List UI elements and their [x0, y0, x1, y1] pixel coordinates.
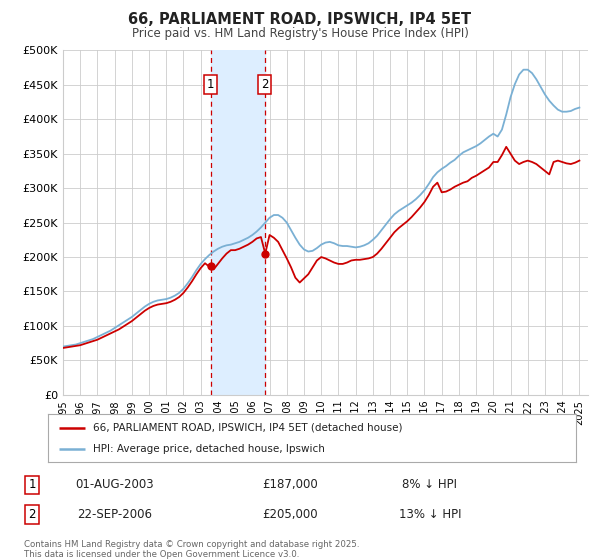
Text: Price paid vs. HM Land Registry's House Price Index (HPI): Price paid vs. HM Land Registry's House … — [131, 27, 469, 40]
Text: 66, PARLIAMENT ROAD, IPSWICH, IP4 5ET (detached house): 66, PARLIAMENT ROAD, IPSWICH, IP4 5ET (d… — [93, 423, 403, 433]
Text: 1: 1 — [207, 78, 214, 91]
Text: Contains HM Land Registry data © Crown copyright and database right 2025.
This d: Contains HM Land Registry data © Crown c… — [24, 540, 359, 559]
Text: HPI: Average price, detached house, Ipswich: HPI: Average price, detached house, Ipsw… — [93, 444, 325, 454]
Text: £187,000: £187,000 — [262, 478, 318, 492]
Bar — [211, 50, 265, 395]
Text: 8% ↓ HPI: 8% ↓ HPI — [403, 478, 458, 492]
Text: 01-AUG-2003: 01-AUG-2003 — [76, 478, 154, 492]
Text: 22-SEP-2006: 22-SEP-2006 — [77, 508, 152, 521]
Text: 66, PARLIAMENT ROAD, IPSWICH, IP4 5ET: 66, PARLIAMENT ROAD, IPSWICH, IP4 5ET — [128, 12, 472, 27]
Text: 13% ↓ HPI: 13% ↓ HPI — [399, 508, 461, 521]
Text: 2: 2 — [261, 78, 268, 91]
Text: 1: 1 — [28, 478, 36, 492]
Text: 2: 2 — [28, 508, 36, 521]
Text: £205,000: £205,000 — [262, 508, 318, 521]
